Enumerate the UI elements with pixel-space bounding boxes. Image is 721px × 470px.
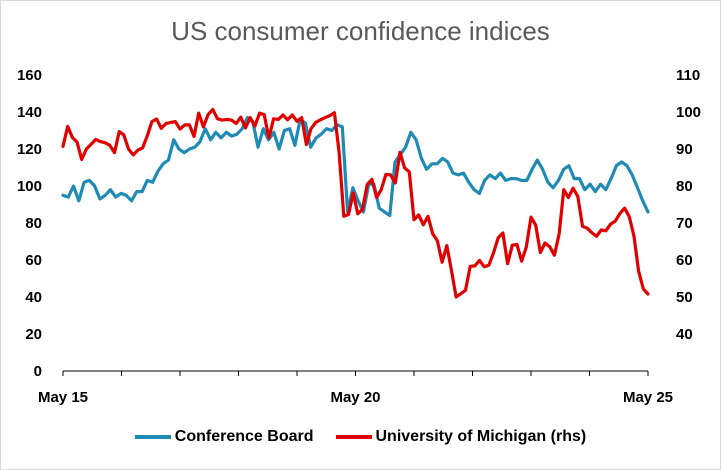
y-left-tick-label: 80 (25, 215, 42, 232)
series-line-conference-board (61, 115, 650, 218)
legend-swatch-university-of-michigan (335, 435, 372, 439)
legend-label-conference-board: Conference Board (174, 428, 314, 445)
y-right-tick-label: 60 (676, 252, 693, 269)
legend-label-university-of-michigan: University of Michigan (rhs) (375, 428, 587, 445)
chart-title: US consumer confidence indices (171, 16, 550, 46)
x-tick-label: May 25 (623, 389, 673, 406)
x-tick-label: May 15 (38, 389, 88, 406)
y-left-tick-label: 40 (25, 289, 42, 306)
x-tick-label: May 20 (330, 389, 380, 406)
y-left-tick-label: 0 (34, 363, 42, 380)
y-right-tick-label: 50 (676, 289, 693, 306)
legend: Conference Board University of Michigan … (0, 428, 721, 446)
legend-item-university-of-michigan: University of Michigan (rhs) (335, 428, 587, 446)
series-line-university-of-michigan (61, 107, 650, 299)
legend-item-conference-board: Conference Board (134, 428, 314, 446)
y-right-tick-label: 80 (676, 178, 693, 195)
y-right-tick-label: 40 (676, 326, 693, 343)
y-right-tick-label: 70 (676, 215, 693, 232)
y-left-tick-label: 20 (25, 326, 42, 343)
y-left-tick-label: 160 (17, 67, 42, 84)
y-right-tick-label: 110 (676, 67, 700, 84)
y-right-tick-label: 100 (676, 104, 701, 121)
y-left-tick-label: 140 (17, 104, 42, 121)
y-left-tick-label: 100 (17, 178, 42, 195)
y-right-tick-label: 90 (676, 141, 693, 158)
y-left-tick-label: 120 (17, 141, 42, 158)
legend-swatch-conference-board (134, 435, 171, 439)
y-left-tick-label: 60 (25, 252, 42, 269)
